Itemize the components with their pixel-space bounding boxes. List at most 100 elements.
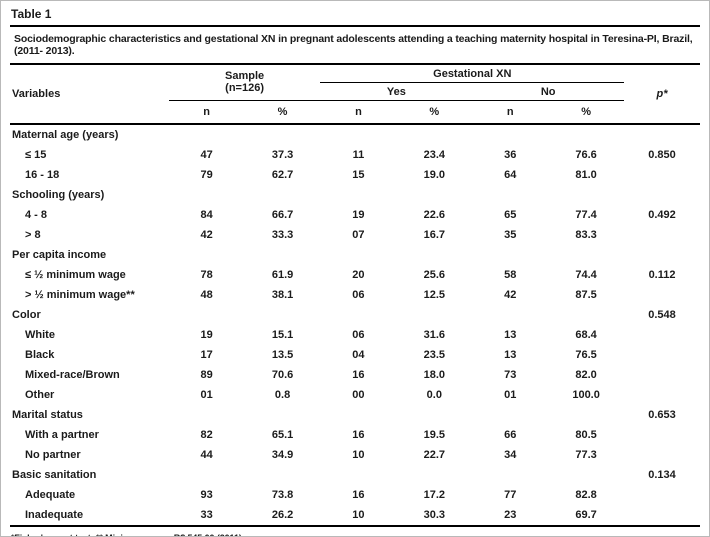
cell-sample-n xyxy=(169,124,245,145)
cell-yes-n: 16 xyxy=(352,369,365,381)
cell-sample-n xyxy=(169,245,245,265)
table-row: ≤ ½ minimum wage 78 61.9 20 25.6 58 74.4… xyxy=(10,265,700,285)
cell-yes-n: 19 xyxy=(352,209,365,221)
cell-sample-n xyxy=(169,305,245,325)
cell-yes-pct xyxy=(396,124,472,145)
cell-yes-pct: 17.2 xyxy=(423,489,446,501)
data-table: Variables Sample (n=126) Gestational XN … xyxy=(10,65,700,527)
cell-yes-n: 16 xyxy=(352,429,365,441)
cell-yes-pct: 23.5 xyxy=(423,349,446,361)
cell-sample-n: 78 xyxy=(200,269,213,281)
cell-yes-pct: 22.6 xyxy=(423,209,446,221)
cell-sample-pct xyxy=(245,245,321,265)
table-row: Maternal age (years) xyxy=(10,124,700,145)
cell-p-value: 0.492 xyxy=(648,209,676,221)
cell-no-n: 64 xyxy=(504,169,517,181)
cell-sample-n xyxy=(169,405,245,425)
row-label: With a partner xyxy=(25,429,99,441)
cell-p-value: 0.548 xyxy=(648,309,676,321)
row-label: No partner xyxy=(25,449,81,461)
cell-no-pct: 87.5 xyxy=(575,289,597,301)
sample-label-line2: (n=126) xyxy=(225,81,264,94)
cell-p-value xyxy=(624,425,700,445)
cell-yes-n: 20 xyxy=(352,269,365,281)
cell-yes-pct: 0.0 xyxy=(426,389,442,401)
table-row: Other 01 0.8 00 0.0 01 100.0 xyxy=(10,385,700,405)
cell-yes-n: 00 xyxy=(352,389,365,401)
cell-no-n: 34 xyxy=(504,449,517,461)
subheader-yes-pct: % xyxy=(429,106,440,118)
table-row: Black 17 13.5 04 23.5 13 76.5 xyxy=(10,345,700,365)
cell-p-value xyxy=(624,285,700,305)
cell-no-n: 01 xyxy=(504,389,517,401)
cell-yes-n xyxy=(320,185,396,205)
cell-yes-pct xyxy=(396,305,472,325)
cell-yes-pct: 19.0 xyxy=(423,169,446,181)
cell-p-value xyxy=(624,365,700,385)
cell-no-n xyxy=(472,465,548,485)
column-header-sample: Sample (n=126) xyxy=(168,65,321,101)
cell-no-pct xyxy=(548,305,624,325)
cell-no-pct: 74.4 xyxy=(575,269,597,281)
cell-sample-pct: 65.1 xyxy=(271,429,294,441)
cell-sample-n: 44 xyxy=(200,449,213,461)
cell-yes-pct: 25.6 xyxy=(423,269,446,281)
cell-sample-n: 47 xyxy=(200,149,213,161)
cell-yes-pct xyxy=(396,405,472,425)
cell-yes-pct: 23.4 xyxy=(423,149,446,161)
row-label: ≤ 15 xyxy=(25,149,47,161)
cell-no-n: 73 xyxy=(504,369,517,381)
row-label: Marital status xyxy=(12,409,83,421)
cell-p-value xyxy=(624,185,700,205)
cell-p-value xyxy=(624,505,700,526)
subheader-sample-n: n xyxy=(203,106,211,118)
cell-p-value xyxy=(624,485,700,505)
header-row-2: Yes No xyxy=(10,82,700,101)
sample-label-line1: Sample xyxy=(225,70,265,82)
cell-yes-pct: 12.5 xyxy=(423,289,446,301)
cell-sample-n: 82 xyxy=(200,429,213,441)
cell-sample-n: 79 xyxy=(200,169,213,181)
cell-yes-n: 11 xyxy=(352,149,365,161)
cell-yes-n: 04 xyxy=(352,349,365,361)
table-row: ≤ 15 47 37.3 11 23.4 36 76.6 0.850 xyxy=(10,145,700,165)
cell-sample-n: 48 xyxy=(200,289,213,301)
cell-no-pct: 69.7 xyxy=(575,509,597,521)
row-label: > ½ minimum wage** xyxy=(25,289,135,301)
cell-yes-pct: 18.0 xyxy=(423,369,446,381)
cell-no-pct: 82.8 xyxy=(575,489,597,501)
row-label: Basic sanitation xyxy=(12,469,97,481)
subheader-yes-n: n xyxy=(355,106,362,118)
table-row: 4 - 8 84 66.7 19 22.6 65 77.4 0.492 xyxy=(10,205,700,225)
cell-yes-n: 15 xyxy=(352,169,365,181)
cell-sample-n: 89 xyxy=(200,369,213,381)
cell-sample-pct: 61.9 xyxy=(271,269,294,281)
cell-sample-pct xyxy=(245,465,321,485)
row-label: Mixed-race/Brown xyxy=(25,369,120,381)
table-row: Per capita income xyxy=(10,245,700,265)
cell-yes-n xyxy=(320,465,396,485)
cell-yes-pct xyxy=(396,245,472,265)
cell-no-n xyxy=(472,405,548,425)
table-row: White 19 15.1 06 31.6 13 68.4 xyxy=(10,325,700,345)
subheader-no-n: n xyxy=(506,106,514,118)
cell-no-pct xyxy=(548,465,624,485)
cell-sample-n: 33 xyxy=(200,509,213,521)
cell-no-n xyxy=(472,305,548,325)
cell-sample-pct: 66.7 xyxy=(271,209,294,221)
cell-sample-n xyxy=(169,465,245,485)
row-label: Schooling (years) xyxy=(12,189,105,201)
cell-no-n: 65 xyxy=(504,209,517,221)
cell-sample-pct: 26.2 xyxy=(271,509,294,521)
table-row: Color 0.548 xyxy=(10,305,700,325)
cell-sample-n: 01 xyxy=(200,389,213,401)
cell-yes-n: 06 xyxy=(352,329,365,341)
cell-no-n: 77 xyxy=(504,489,517,501)
cell-sample-n: 93 xyxy=(200,489,213,501)
row-label: Maternal age (years) xyxy=(12,129,119,141)
row-label: Inadequate xyxy=(25,509,84,521)
cell-sample-n: 17 xyxy=(200,349,213,361)
cell-p-value xyxy=(624,345,700,365)
cell-yes-n xyxy=(320,245,396,265)
cell-p-value xyxy=(624,245,700,265)
